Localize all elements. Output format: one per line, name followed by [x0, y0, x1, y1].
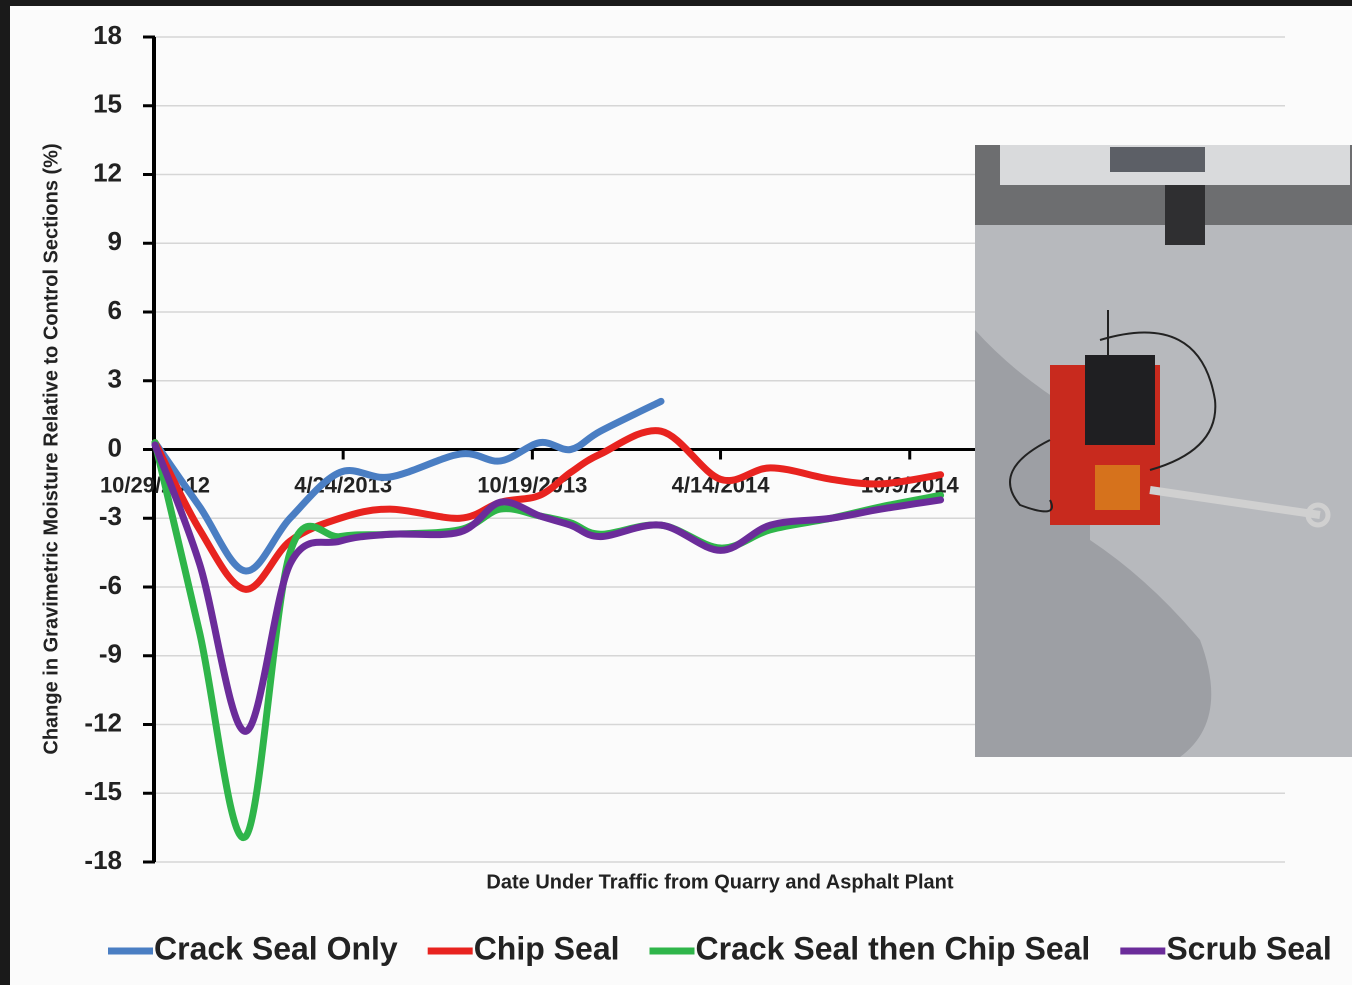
x-axis-title: Date Under Traffic from Quarry and Aspha…	[486, 871, 953, 893]
lines	[151, 397, 945, 841]
photo-inset	[975, 145, 1352, 757]
y-axis-title: Change in Gravimetric Moisture Relative …	[40, 143, 62, 754]
y-tick-label: 3	[108, 364, 122, 394]
legend-label: Crack Seal Only	[154, 930, 398, 966]
y-tick-label: 12	[93, 157, 122, 187]
y-tick-label: 18	[93, 20, 122, 50]
y-tick-label: -12	[84, 707, 122, 737]
y-tick-label: 9	[108, 226, 122, 256]
y-tick-label: -18	[84, 845, 122, 875]
series-line	[151, 427, 945, 593]
series-line	[151, 397, 665, 575]
y-tick-label: 6	[108, 295, 122, 325]
y-tick-label: -9	[99, 639, 122, 669]
y-tick-label: -3	[99, 501, 122, 531]
y-tick-label: -15	[84, 776, 122, 806]
series-line	[151, 441, 945, 735]
y-tick-label: -6	[99, 570, 122, 600]
legend-label: Scrub Seal	[1166, 930, 1331, 966]
legend-label: Chip Seal	[474, 930, 620, 966]
legend-label: Crack Seal then Chip Seal	[696, 930, 1091, 966]
y-tick-label: 0	[108, 432, 122, 462]
legend: Crack Seal Only Chip Seal Crack Seal then …	[108, 930, 1332, 966]
y-tick-label: 15	[93, 89, 122, 119]
